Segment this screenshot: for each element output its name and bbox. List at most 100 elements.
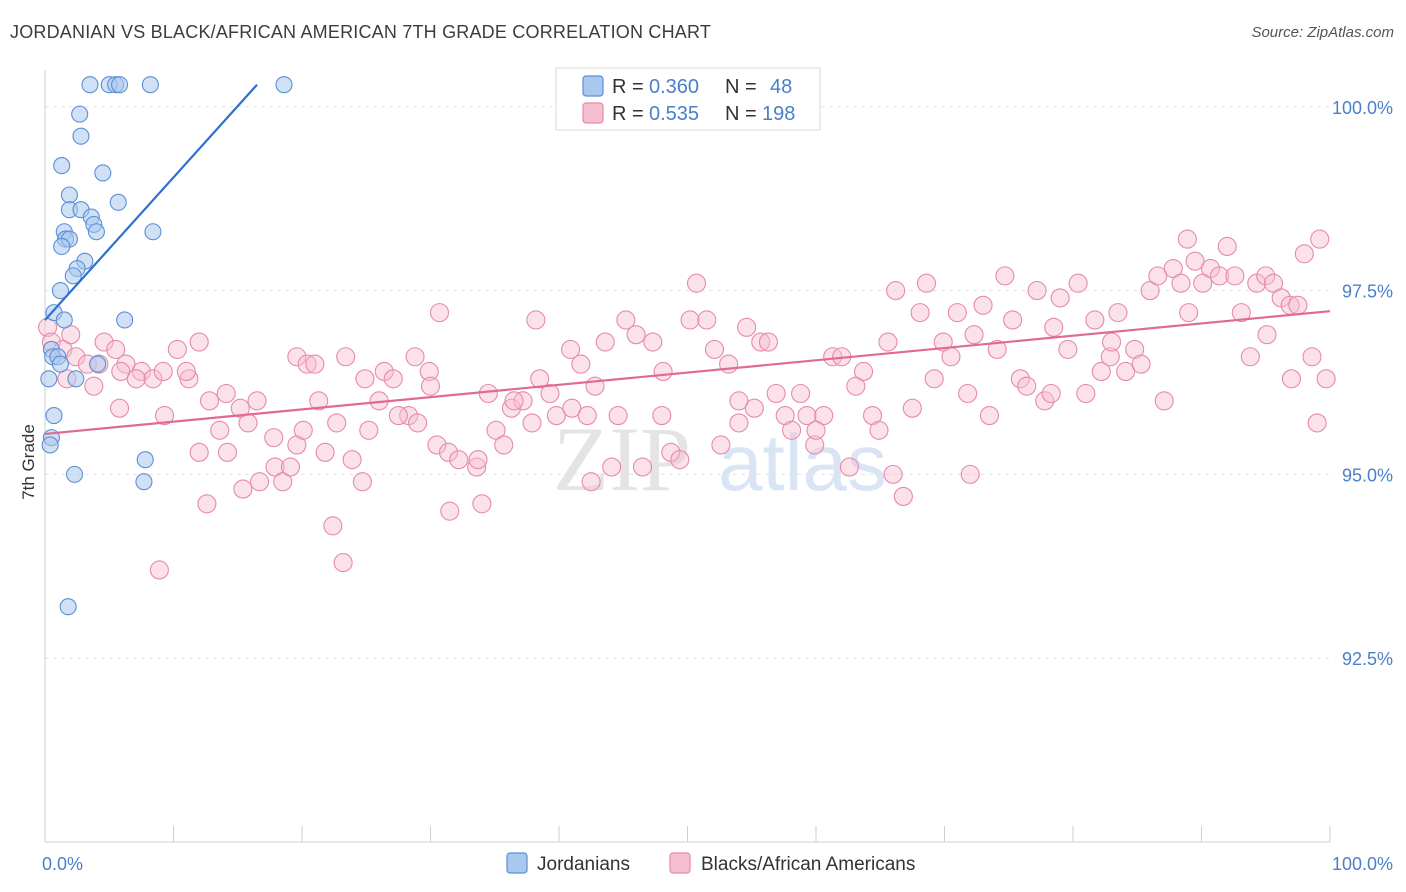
series-legend-swatch-blacks	[669, 852, 691, 874]
blacks-point	[686, 273, 707, 293]
watermark-zip: ZIP	[553, 408, 691, 510]
blacks-point	[408, 413, 428, 433]
blacks-point	[106, 339, 126, 359]
legend-n-label-1: N =	[725, 76, 757, 98]
blacks-point	[602, 457, 622, 477]
blacks-point	[797, 406, 817, 426]
blacks-point	[1307, 413, 1327, 433]
series-legend-label-jordanians: Jordanians	[537, 854, 630, 875]
blacks-point	[964, 325, 984, 345]
blacks-point	[719, 354, 739, 374]
blacks-point	[941, 347, 961, 367]
blacks-point	[1179, 303, 1199, 323]
blacks-point	[336, 347, 356, 367]
watermark: ZIP atlas	[553, 408, 887, 510]
blacks-points	[38, 229, 1336, 580]
jordanians-point	[144, 223, 162, 241]
blacks-point	[853, 361, 874, 381]
blacks-point	[176, 361, 196, 381]
watermark-atlas: atlas	[718, 418, 887, 507]
legend-swatch-jordanians	[582, 75, 604, 97]
legend-n-value-2: 198	[762, 103, 795, 125]
blacks-point	[1217, 236, 1237, 257]
blacks-point	[643, 332, 663, 352]
blacks-point	[960, 464, 980, 484]
blacks-point	[273, 472, 293, 492]
blacks-point	[522, 413, 542, 433]
blacks-point	[1185, 251, 1205, 271]
jordanians-point	[60, 186, 78, 204]
blacks-point	[916, 273, 937, 293]
blacks-point	[154, 406, 175, 426]
blacks-point	[199, 391, 220, 411]
blacks-point	[250, 472, 270, 492]
axes	[44, 70, 1331, 843]
blacks-point	[1027, 281, 1047, 301]
blacks-point	[1302, 347, 1322, 367]
blacks-point	[84, 376, 104, 396]
blacks-point	[652, 406, 672, 426]
jordanians-point	[53, 237, 71, 256]
jordanians-point	[67, 370, 85, 388]
blacks-point	[153, 361, 173, 381]
jordanians-point	[135, 473, 153, 491]
blacks-point	[814, 406, 834, 426]
blacks-point	[737, 317, 757, 337]
blacks-point	[355, 369, 375, 389]
blacks-point	[1231, 303, 1251, 323]
blacks-point	[924, 369, 944, 389]
series-legend-swatch-jordanians	[506, 852, 528, 874]
blacks-point	[1240, 347, 1260, 367]
blacks-point	[878, 332, 898, 352]
blacks-point	[540, 383, 560, 404]
blacks-point	[729, 391, 749, 411]
blacks-point	[478, 383, 498, 404]
blacks-point	[143, 369, 163, 389]
y-axis-label: 7th Grade	[19, 424, 38, 500]
blacks-point	[653, 361, 673, 381]
blacks-point	[265, 457, 285, 477]
blacks-point	[561, 339, 581, 359]
blacks-point	[1281, 369, 1301, 389]
blacks-point	[427, 435, 447, 455]
jordanians-point	[51, 355, 69, 373]
blacks-point	[1058, 339, 1078, 359]
blacks-point	[571, 354, 591, 374]
jordanians-point	[41, 436, 59, 454]
blacks-point	[440, 501, 460, 521]
blacks-point	[309, 391, 329, 411]
jordanians-point	[109, 193, 127, 211]
jordanians-point	[87, 223, 105, 241]
trend-lines	[44, 83, 1331, 436]
blacks-point	[388, 406, 408, 426]
blacks-point	[419, 361, 439, 381]
blacks-point	[486, 420, 506, 440]
jordanians-point	[72, 127, 90, 145]
blacks-point	[1177, 229, 1197, 249]
jordanians-point	[136, 451, 154, 469]
blacks-point	[886, 281, 906, 301]
blacks-point	[1050, 288, 1070, 308]
jordanians-point	[40, 370, 58, 388]
blacks-point	[1140, 281, 1160, 301]
blacks-point	[61, 325, 81, 345]
blacks-point	[616, 310, 636, 330]
legend-r-value-1: 0.360	[649, 76, 699, 98]
stats-legend: R = 0.360 N = 48 R = 0.535 N = 198	[555, 67, 821, 131]
blacks-point	[995, 266, 1015, 286]
blacks-point	[352, 472, 372, 492]
legend-r-label-1: R =	[612, 76, 644, 98]
blacks-point	[1288, 295, 1308, 315]
blacks-point	[149, 560, 169, 580]
blacks-point	[167, 339, 187, 359]
blacks-point	[1085, 310, 1105, 330]
blacks-point	[910, 303, 930, 323]
blacks-point	[1257, 325, 1277, 345]
blacks-point	[1209, 266, 1230, 286]
jordanians-point	[66, 465, 84, 483]
blacks-point	[947, 303, 967, 323]
jordanians-point	[51, 282, 69, 300]
blacks-point	[581, 472, 601, 492]
blacks-point	[546, 406, 566, 426]
